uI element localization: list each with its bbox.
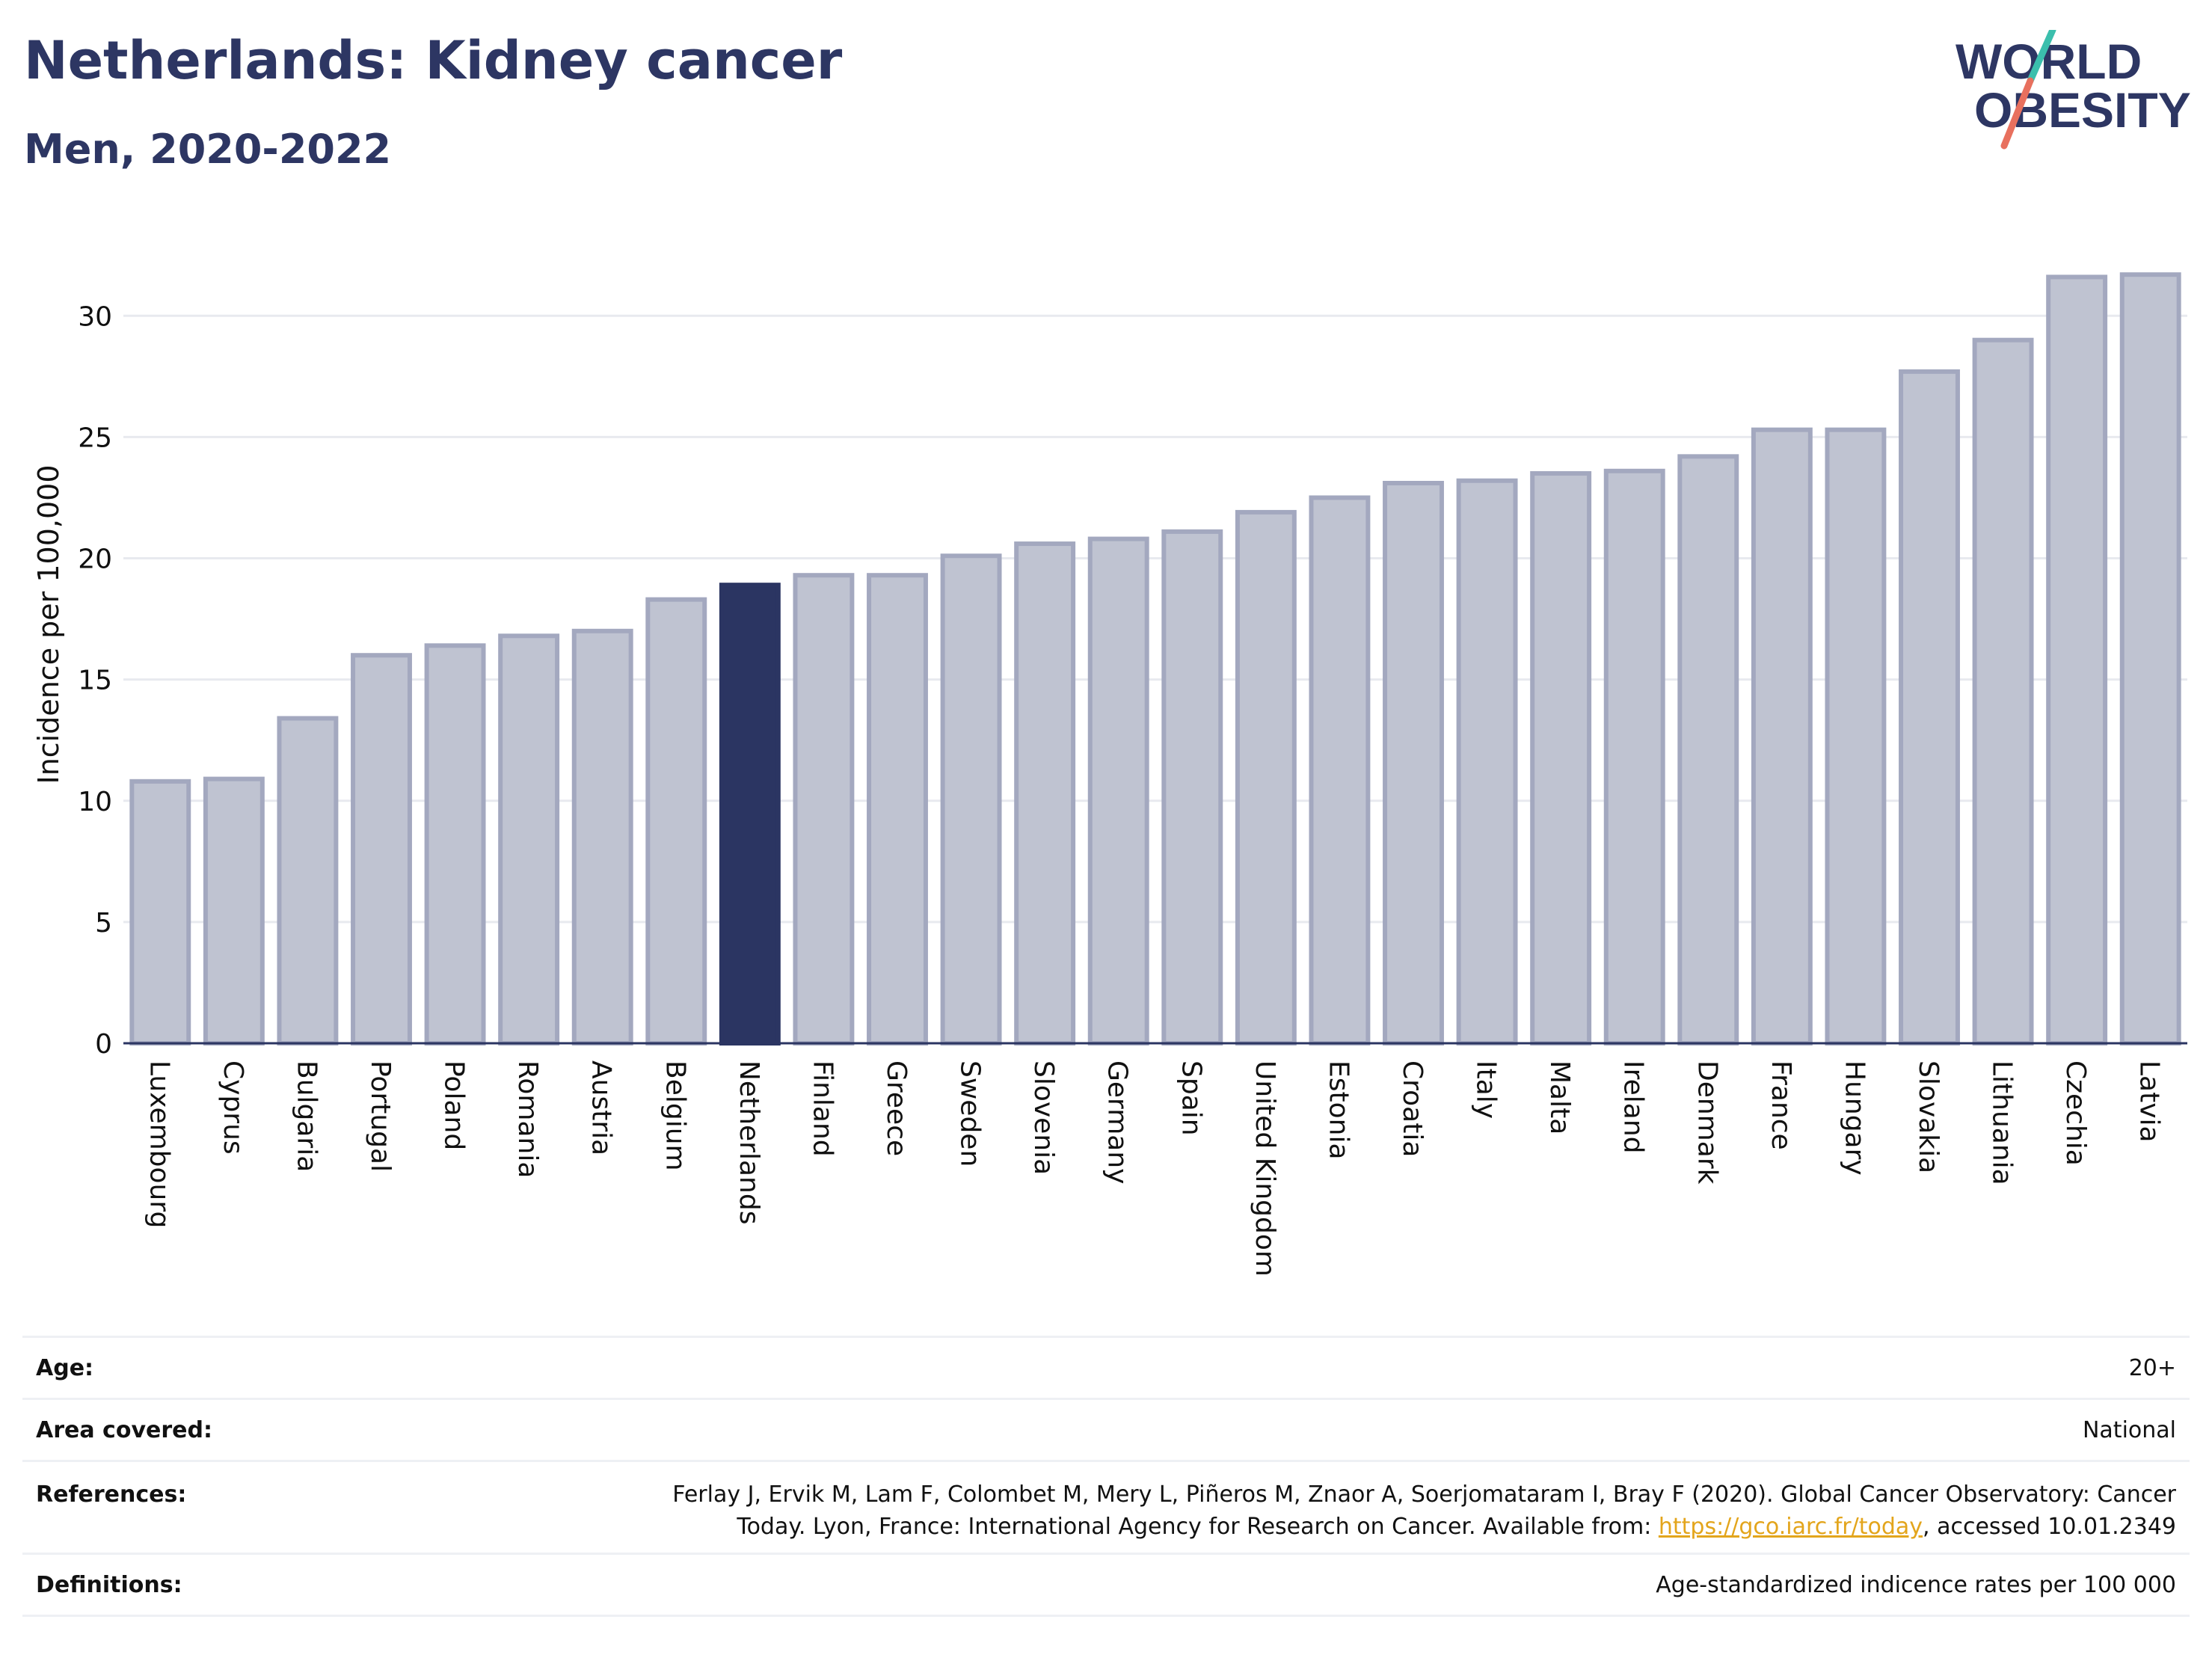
age-label: Age: xyxy=(36,1354,94,1381)
x-tick-label: Netherlands xyxy=(734,1060,764,1224)
x-tick-label: Sweden xyxy=(955,1060,986,1167)
logo-slash-coral xyxy=(2000,77,2034,150)
bar-united-kingdom xyxy=(1235,509,1297,1045)
bar-spain xyxy=(1161,529,1223,1045)
info-row-references: References: Ferlay J, Ervik M, Lam F, Co… xyxy=(22,1460,2190,1553)
definitions-label: Definitions: xyxy=(36,1571,182,1598)
x-tick-label: Slovenia xyxy=(1028,1060,1059,1175)
page-title: Netherlands: Kidney cancer xyxy=(24,30,843,91)
bar-bulgaria xyxy=(277,716,339,1045)
x-tick-label: Latvia xyxy=(2134,1060,2165,1143)
definitions-value: Age-standardized indicence rates per 100… xyxy=(1656,1571,2176,1598)
x-tick-label: Belgium xyxy=(660,1060,690,1171)
bar-cyprus xyxy=(203,776,265,1046)
info-row-age: Age: 20+ xyxy=(22,1336,2190,1398)
bar-germany xyxy=(1087,536,1149,1045)
bar-finland xyxy=(793,573,855,1045)
x-tick-label: Bulgaria xyxy=(291,1060,322,1172)
y-axis-ticks: 0 5 10 15 20 25 30 xyxy=(78,301,112,1060)
bar-hungary xyxy=(1825,427,1887,1045)
references-line1: Ferlay J, Ervik M, Lam F, Colombet M, Me… xyxy=(672,1481,2176,1508)
world-obesity-logo: WORLD OBESITY xyxy=(1956,30,2191,150)
y-tick-label: 5 xyxy=(95,908,112,939)
bar-lithuania xyxy=(1972,337,2034,1045)
age-value: 20+ xyxy=(2128,1354,2176,1381)
x-tick-label: Slovakia xyxy=(1913,1060,1944,1173)
bar-luxembourg xyxy=(129,779,191,1046)
references-line2-pre: Today. Lyon, France: International Agenc… xyxy=(737,1514,1659,1540)
logo-slash-teal xyxy=(2027,30,2056,85)
x-tick-label: Spain xyxy=(1176,1060,1206,1136)
y-tick-label: 25 xyxy=(78,423,112,453)
bar-poland xyxy=(424,643,486,1045)
x-tick-label: United Kingdom xyxy=(1250,1060,1280,1277)
x-tick-label: Germany xyxy=(1102,1060,1133,1184)
bar-croatia xyxy=(1383,481,1444,1045)
x-tick-label: Poland xyxy=(439,1060,470,1150)
y-tick-label: 30 xyxy=(78,301,112,332)
x-tick-label: Malta xyxy=(1544,1060,1575,1134)
y-axis-label: Incidence per 100,000 xyxy=(32,464,65,784)
bars xyxy=(129,272,2181,1046)
bar-slovenia xyxy=(1014,541,1076,1045)
x-tick-label: Luxembourg xyxy=(144,1060,174,1228)
x-tick-label: Austria xyxy=(586,1060,617,1155)
bar-malta xyxy=(1530,471,1592,1045)
y-tick-label: 0 xyxy=(95,1029,112,1060)
bar-romania xyxy=(498,633,560,1045)
references-label: References: xyxy=(36,1481,187,1508)
bar-portugal xyxy=(351,653,412,1045)
bar-latvia xyxy=(2119,272,2181,1046)
bar-sweden xyxy=(940,553,1002,1045)
references-value: Ferlay J, Ervik M, Lam F, Colombet M, Me… xyxy=(672,1479,2176,1543)
bar-netherlands xyxy=(719,583,781,1045)
x-tick-label: Croatia xyxy=(1397,1060,1428,1157)
x-tick-label: Czechia xyxy=(2060,1060,2091,1166)
x-tick-label: Hungary xyxy=(1839,1060,1870,1176)
y-tick-label: 20 xyxy=(78,544,112,575)
info-row-area: Area covered: National xyxy=(22,1398,2190,1460)
info-table: Age: 20+ Area covered: National Referenc… xyxy=(22,1336,2190,1617)
bar-austria xyxy=(571,628,633,1045)
bar-france xyxy=(1751,427,1813,1045)
x-tick-label: Cyprus xyxy=(218,1060,248,1155)
bar-estonia xyxy=(1309,495,1371,1045)
bar-chart: 0 5 10 15 20 25 30 Luxembourg Cyprus Bulgaria Por… xyxy=(32,272,2187,1277)
bar-czechia xyxy=(2046,274,2108,1046)
x-tick-label: Finland xyxy=(807,1060,838,1157)
bar-belgium xyxy=(645,597,707,1045)
references-line2-post: , accessed 10.01.2349 xyxy=(1923,1514,2176,1540)
bar-denmark xyxy=(1677,454,1739,1045)
x-tick-label: Greece xyxy=(881,1060,912,1156)
area-label: Area covered: xyxy=(36,1416,212,1443)
x-tick-label: Estonia xyxy=(1323,1060,1354,1160)
bar-greece xyxy=(867,573,928,1045)
x-tick-label: Ireland xyxy=(1618,1060,1649,1154)
y-tick-label: 15 xyxy=(78,666,112,696)
info-row-definitions: Definitions: Age-standardized indicence … xyxy=(22,1553,2190,1617)
bar-ireland xyxy=(1603,468,1665,1045)
area-value: National xyxy=(2082,1416,2176,1443)
x-tick-label: Portugal xyxy=(365,1060,396,1172)
references-link[interactable]: https://gco.iarc.fr/today xyxy=(1658,1514,1923,1540)
x-tick-label: Lithuania xyxy=(1987,1060,2018,1185)
x-tick-label: France xyxy=(1766,1060,1796,1150)
x-axis-ticks: Luxembourg Cyprus Bulgaria Portugal Poland Ro… xyxy=(144,1060,2164,1277)
bar-italy xyxy=(1456,478,1518,1045)
x-tick-label: Italy xyxy=(1471,1060,1502,1119)
x-tick-label: Romania xyxy=(512,1060,543,1178)
page-subtitle: Men, 2020-2022 xyxy=(24,126,392,173)
bar-slovakia xyxy=(1899,369,1960,1045)
y-tick-label: 10 xyxy=(78,787,112,817)
x-tick-label: Denmark xyxy=(1692,1060,1722,1185)
